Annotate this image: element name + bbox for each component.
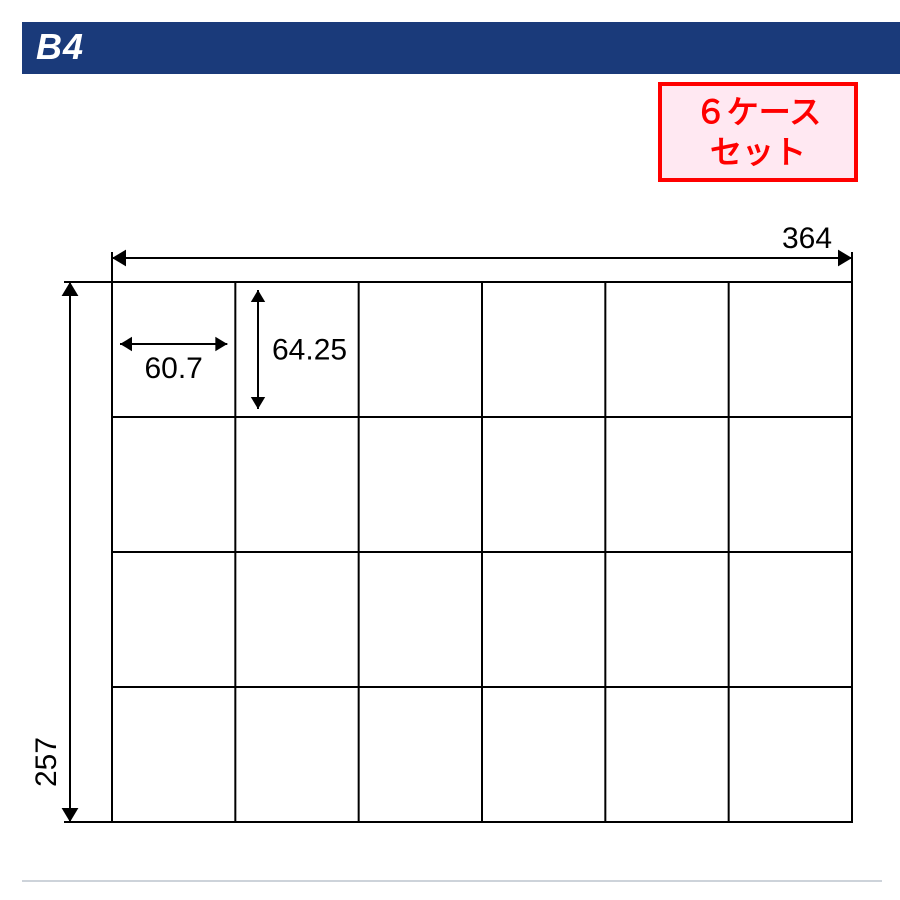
footer-rule [22,880,882,882]
case-line1: ６ケース [695,94,821,130]
case-set-box: ６ケース セット [658,82,858,182]
dimension-diagram: 364 257 60.7 64.25 [22,222,882,870]
height-label: 257 [30,737,63,787]
width-label: 364 [782,222,832,255]
cell-height-label: 64.25 [272,334,347,367]
cell-width-label: 60.7 [144,352,202,385]
diagram-svg: 364 257 60.7 64.25 [22,222,882,862]
header-rule [134,48,882,54]
case-line2: セット [710,134,806,170]
